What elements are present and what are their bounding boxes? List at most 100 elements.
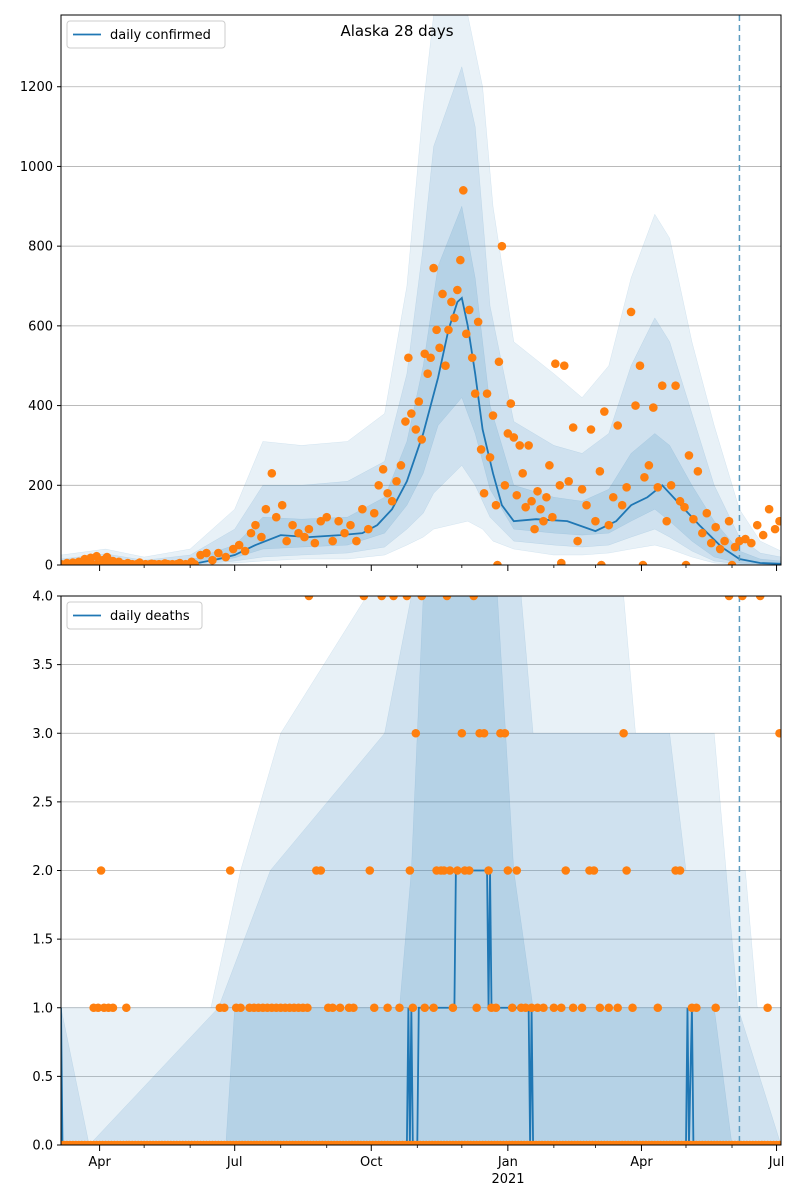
observed-point-confirmed [539,516,548,526]
y-tick-label: 1.0 [32,1001,53,1016]
observed-point-confirmed [512,490,522,500]
observed-point-confirmed [764,504,774,514]
observed-point-confirmed [494,357,504,367]
observed-point-confirmed [635,361,645,371]
observed-point-confirmed [447,297,456,307]
observed-point-confirmed [378,465,388,474]
observed-point-confirmed [689,514,698,524]
observed-point-confirmed [582,500,591,510]
band-inner-confirmed [61,205,781,565]
observed-point-deaths [561,866,571,875]
observed-point-deaths [619,728,628,738]
observed-point-confirmed [617,500,627,510]
observed-point-confirmed [288,520,297,530]
observed-point-confirmed [622,482,631,492]
y-tick-label: 1200 [20,80,53,95]
observed-point-confirmed [506,399,516,408]
observed-point-confirmed [190,559,199,565]
observed-point-confirmed [595,467,605,476]
legend-box [66,601,203,630]
observed-point-deaths [604,1003,614,1013]
x-tick-label: Jan [497,1155,518,1170]
observed-point-confirmed [328,536,337,546]
observed-point-deaths [408,1003,418,1013]
y-tick-label: 2.5 [32,795,53,810]
observed-point-deaths [304,596,314,601]
observed-point-confirmed [479,488,489,498]
observed-point-confirmed [613,421,623,430]
observed-point-confirmed [653,482,663,492]
observed-point-confirmed [488,411,498,420]
observed-point-confirmed [282,536,291,546]
observed-point-deaths [445,866,455,875]
observed-point-confirmed [240,546,250,556]
observed-point-confirmed [322,512,332,522]
observed-point-deaths [383,1003,392,1013]
observed-point-deaths [549,1003,559,1013]
observed-point-confirmed [208,555,217,565]
observed-point-deaths [469,596,478,601]
x-tick-label: Apr [88,1155,111,1170]
observed-point-confirmed [591,516,600,526]
observed-point-confirmed [414,397,424,406]
observed-point-deaths [622,866,631,875]
legend-label: daily confirmed [110,28,211,43]
y-tick-label: 1000 [20,160,53,175]
observed-point-deaths [225,866,235,875]
observed-point-deaths [122,1003,131,1013]
observed-point-deaths [96,866,106,875]
observed-point-confirmed [485,453,495,462]
observed-point-deaths [448,1003,458,1013]
series-line-deaths [61,869,781,1145]
legend-box [66,20,226,49]
observed-point-confirmed [711,522,720,532]
observed-point-confirmed [387,496,397,506]
x-tick-label: Oct [360,1155,382,1170]
observed-point-confirmed [392,477,401,486]
observed-point-confirmed [456,255,465,265]
observed-point-confirmed [527,496,536,506]
observed-point-confirmed [401,417,410,426]
observed-point-confirmed [775,516,781,526]
observed-point-deaths [711,1003,720,1013]
observed-point-deaths [417,596,427,601]
observed-point-deaths [491,1003,501,1013]
y-tick-label: 800 [28,240,53,255]
observed-point-confirmed [214,548,223,558]
observed-point-deaths [628,1003,637,1013]
observed-point-confirmed [556,558,566,565]
y-tick-label: 0.5 [32,1070,53,1085]
legend-deaths: daily deaths [66,601,203,630]
observed-point-confirmed [383,488,392,498]
observed-point-confirmed [438,289,447,299]
observed-point-confirmed [573,536,582,546]
observed-point-confirmed [509,433,519,442]
observed-point-deaths [377,596,386,601]
x-tick-label: Jul [768,1155,785,1170]
observed-point-confirmed [730,542,740,552]
observed-point-deaths [613,1003,623,1013]
observed-point-deaths [568,1003,578,1013]
observed-point-deaths [389,596,398,601]
observed-point-confirmed [459,186,468,195]
observed-point-confirmed [702,508,712,518]
observed-point-confirmed [358,504,367,514]
observed-point-deaths [472,1003,481,1013]
observed-point-confirmed [450,313,459,323]
y-tick-label: 400 [28,399,53,414]
observed-point-deaths [500,728,510,738]
observed-point-deaths [236,1003,245,1013]
observed-point-deaths [507,1003,517,1013]
observed-point-deaths [577,1003,587,1013]
observed-point-confirmed [491,500,501,510]
observed-point-confirmed [542,492,551,502]
observed-point-confirmed [724,516,734,526]
observed-point-confirmed [467,353,477,363]
observed-point-confirmed [536,504,545,514]
observed-point-confirmed [432,325,441,335]
y-tick-label: 3.5 [32,658,53,673]
y-tick-label: 0.0 [32,1139,53,1154]
observed-point-deaths [484,866,493,875]
